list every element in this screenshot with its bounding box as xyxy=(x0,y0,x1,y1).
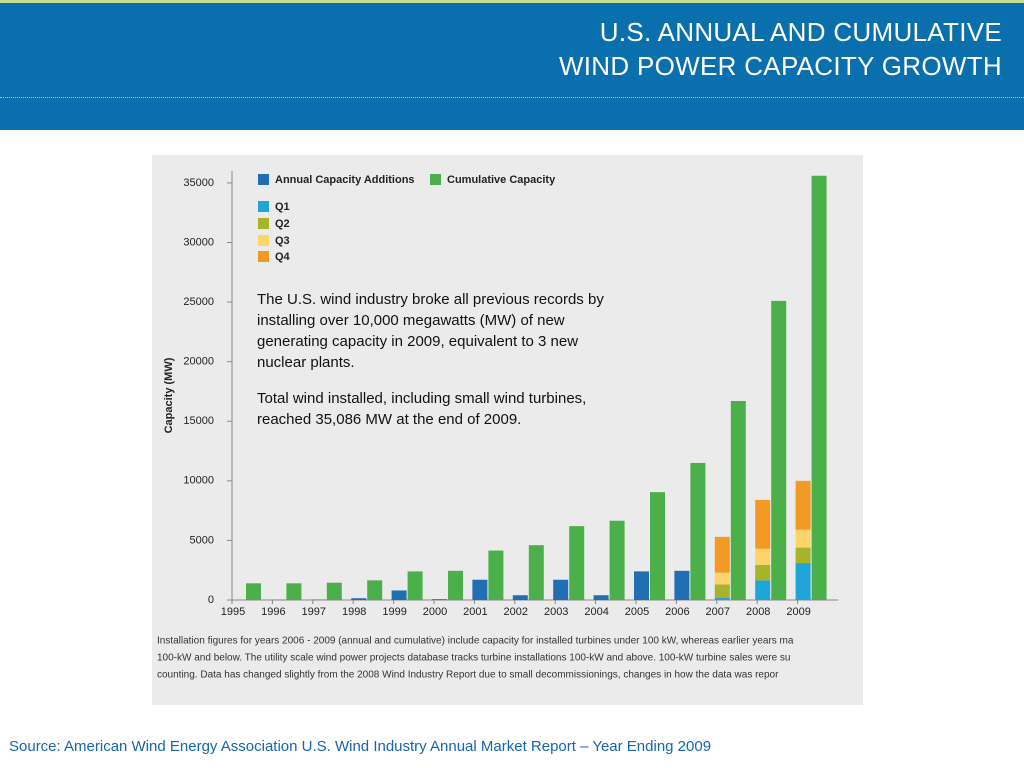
header-band: U.S. ANNUAL AND CUMULATIVE WIND POWER CA… xyxy=(0,0,1024,130)
x-tick-label: 2001 xyxy=(463,606,487,618)
legend-label: Cumulative Capacity xyxy=(447,174,556,186)
x-tick-label: 1997 xyxy=(302,606,326,618)
annual-bar xyxy=(512,595,528,600)
quarter-segment xyxy=(755,499,771,549)
quarter-segment xyxy=(795,529,811,548)
x-tick-label: 2007 xyxy=(706,606,730,618)
chart-panel: 0 5000 10000 15000 20000 25000 30000 35000 Capac… xyxy=(152,155,863,705)
cumulative-bar xyxy=(569,526,585,600)
legend-swatch xyxy=(258,235,269,246)
quarter-segment xyxy=(714,597,730,600)
quarter-segment xyxy=(755,548,771,565)
quarter-segment xyxy=(755,580,771,600)
quarter-segment xyxy=(714,572,730,585)
y-tick-label: 20000 xyxy=(183,356,214,368)
cumulative-bar xyxy=(528,545,544,600)
annual-bar xyxy=(351,598,367,600)
legend-swatch xyxy=(258,201,269,212)
x-tick-label: 1996 xyxy=(261,606,285,618)
annotation: generating capacity in 2009, equivalent … xyxy=(257,333,578,350)
x-tick-label: 2009 xyxy=(786,606,810,618)
legend-swatch xyxy=(258,251,269,262)
cumulative-bar xyxy=(246,583,261,600)
x-tick-label: 2004 xyxy=(584,606,608,618)
y-axis-label: Capacity (MW) xyxy=(163,357,175,433)
legend-label: Q2 xyxy=(275,218,290,230)
footnote: counting. Data has changed slightly from… xyxy=(157,670,779,681)
legend-swatch xyxy=(258,218,269,229)
annual-bar xyxy=(634,571,649,600)
cumulative-bar xyxy=(811,175,827,600)
x-tick-label: 1999 xyxy=(382,606,406,618)
quarter-segment xyxy=(795,480,811,530)
y-tick-label: 25000 xyxy=(183,296,214,308)
annual-bar xyxy=(472,579,488,600)
cumulative-bar xyxy=(326,582,342,600)
chart: 0 5000 10000 15000 20000 25000 30000 35000 Capac… xyxy=(157,171,838,681)
x-tick-label: 2006 xyxy=(665,606,689,618)
legend-label: Q4 xyxy=(275,251,291,263)
legend-swatch xyxy=(430,174,441,185)
y-tick-label: 5000 xyxy=(190,534,214,546)
annual-bar xyxy=(674,570,690,600)
x-tick-label: 2000 xyxy=(423,606,447,618)
annotation: installing over 10,000 megawatts (MW) of… xyxy=(257,312,565,329)
annotation: The U.S. wind industry broke all previou… xyxy=(257,291,604,308)
annotation: nuclear plants. xyxy=(257,354,355,371)
y-tick-label: 30000 xyxy=(183,236,214,248)
x-tick-label: 1998 xyxy=(342,606,366,618)
x-tick-label: 2005 xyxy=(625,606,649,618)
cumulative-bar xyxy=(690,462,706,600)
x-tick-label: 2002 xyxy=(504,606,528,618)
quarter-segment xyxy=(795,563,811,600)
cumulative-bar xyxy=(448,570,463,600)
legend-swatch xyxy=(258,174,269,185)
y-tick-label: 15000 xyxy=(183,415,214,427)
title-line: WIND POWER CAPACITY GROWTH xyxy=(558,51,1002,81)
quarter-segment xyxy=(714,584,730,598)
x-tick-label: 2003 xyxy=(544,606,568,618)
x-tick-label: 2008 xyxy=(746,606,770,618)
legend-label: Q1 xyxy=(275,201,290,213)
legend-label: Q3 xyxy=(275,235,290,247)
cumulative-bar xyxy=(407,571,423,600)
cumulative-bar xyxy=(609,520,625,600)
annual-bar xyxy=(391,590,407,600)
quarter-segment xyxy=(714,536,730,573)
cumulative-bar xyxy=(367,580,383,600)
footnote: 100-kW and below. The utility scale wind… xyxy=(157,653,790,664)
quarter-segment xyxy=(795,547,811,564)
cumulative-bar xyxy=(730,400,746,600)
cumulative-bar xyxy=(488,550,504,600)
source: Source: American Wind Energy Association… xyxy=(9,738,712,755)
title-line: U.S. ANNUAL AND CUMULATIVE xyxy=(599,17,1002,47)
annual-bar xyxy=(432,599,447,600)
quarter-segment xyxy=(755,564,771,581)
annual-bar xyxy=(553,579,569,600)
y-tick-label: 10000 xyxy=(183,475,214,487)
legend-label: Annual Capacity Additions xyxy=(275,174,415,186)
x-tick-label: 1995 xyxy=(221,606,245,618)
cumulative-bar xyxy=(286,583,302,600)
annual-bar xyxy=(593,595,609,600)
annotation: Total wind installed, including small wi… xyxy=(257,390,586,407)
y-tick-label: 0 xyxy=(208,594,214,606)
cumulative-bar xyxy=(771,300,787,600)
divider xyxy=(0,97,1024,98)
annotation: reached 35,086 MW at the end of 2009. xyxy=(257,411,521,428)
footnote: Installation figures for years 2006 - 20… xyxy=(157,636,794,647)
cumulative-bar xyxy=(650,492,665,600)
y-tick-label: 35000 xyxy=(183,177,214,189)
